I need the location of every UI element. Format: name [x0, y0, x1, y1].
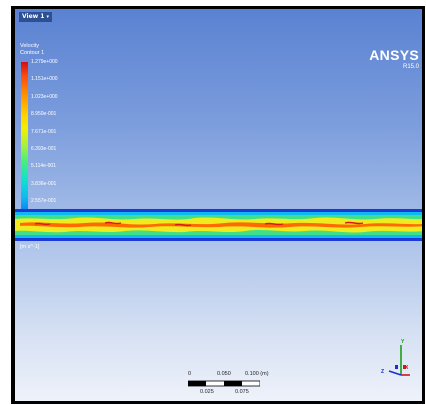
legend-label-7: 3.836e-001 [31, 180, 57, 187]
scale-label-0050: 0.050 [217, 371, 231, 377]
legend-label-1: 1.151e+000 [31, 76, 58, 83]
axis-triad[interactable]: Y Z X [381, 339, 411, 379]
ansys-logo: ANSYS R15.0 [369, 48, 419, 71]
velocity-contour-band [15, 209, 422, 241]
legend-contour-name: Contour 1 [20, 50, 45, 56]
chevron-down-icon: ▾ [46, 14, 49, 20]
brand-version: R15.0 [402, 64, 419, 70]
length-scale-bar: 0 0.050 0.100 (m) 0.025 0.075 [185, 371, 295, 399]
legend-label-6: 5.114e-001 [31, 163, 56, 170]
triad-y-label: Y [401, 339, 405, 345]
brand-name: ANSYS [369, 47, 419, 63]
scale-label-0: 0 [188, 371, 192, 377]
triad-x-label: X [405, 365, 409, 371]
legend-label-8: 2.557e-001 [31, 198, 57, 205]
scale-label-0025: 0.025 [200, 389, 214, 395]
legend-label-0: 1.279e+000 [31, 59, 58, 65]
window-frame: View 1 ▾ Velocity Contour 1 1.279e+000 1.1… [11, 6, 425, 404]
legend-label-2: 1.023e+000 [31, 93, 58, 100]
axis-triad-icon [388, 345, 410, 376]
graphics-viewport[interactable]: View 1 ▾ Velocity Contour 1 1.279e+000 1.1… [15, 9, 422, 401]
triad-z-label: Z [381, 369, 385, 375]
band-hot-spots [34, 221, 364, 227]
view-selector-tab[interactable]: View 1 ▾ [19, 12, 52, 22]
legend-label-3: 8.950e-001 [31, 111, 57, 118]
scale-label-0075: 0.075 [235, 389, 249, 395]
legend-label-5: 6.393e-001 [31, 146, 57, 152]
legend-unit: [m s^-1] [20, 244, 40, 250]
view-tab-label: View 1 [22, 13, 45, 20]
legend-label-4: 7.671e-001 [31, 128, 57, 135]
legend-title: Velocity Contour 1 [20, 43, 44, 57]
scale-bar-graphic [188, 380, 260, 387]
scale-label-0100: 0.100 (m) [245, 371, 269, 377]
legend-color-bar [21, 62, 28, 236]
legend-variable-name: Velocity [20, 43, 39, 49]
